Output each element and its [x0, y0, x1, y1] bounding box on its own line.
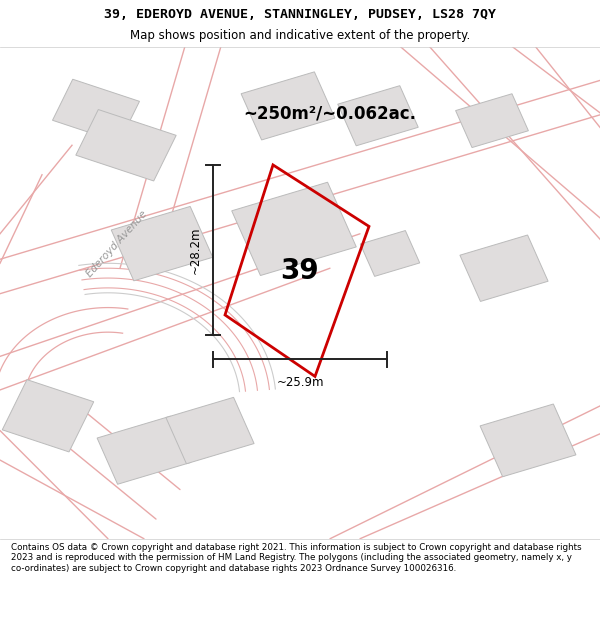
Polygon shape [111, 206, 213, 281]
Polygon shape [76, 109, 176, 181]
Text: ~28.2m: ~28.2m [189, 226, 202, 274]
Polygon shape [360, 231, 420, 276]
Text: 39: 39 [281, 257, 319, 284]
Polygon shape [480, 404, 576, 477]
Polygon shape [241, 72, 335, 140]
Polygon shape [460, 235, 548, 301]
Text: Map shows position and indicative extent of the property.: Map shows position and indicative extent… [130, 29, 470, 42]
Polygon shape [232, 182, 356, 276]
Polygon shape [2, 379, 94, 452]
Polygon shape [455, 94, 529, 148]
Polygon shape [166, 398, 254, 464]
Polygon shape [53, 79, 139, 142]
Text: ~250m²/~0.062ac.: ~250m²/~0.062ac. [244, 104, 416, 122]
Polygon shape [338, 86, 418, 146]
Text: 39, EDEROYD AVENUE, STANNINGLEY, PUDSEY, LS28 7QY: 39, EDEROYD AVENUE, STANNINGLEY, PUDSEY,… [104, 8, 496, 21]
Text: Ederoyd Avenue: Ederoyd Avenue [85, 209, 149, 279]
Text: Contains OS data © Crown copyright and database right 2021. This information is : Contains OS data © Crown copyright and d… [11, 543, 581, 573]
Text: ~25.9m: ~25.9m [276, 376, 324, 389]
Polygon shape [97, 416, 191, 484]
